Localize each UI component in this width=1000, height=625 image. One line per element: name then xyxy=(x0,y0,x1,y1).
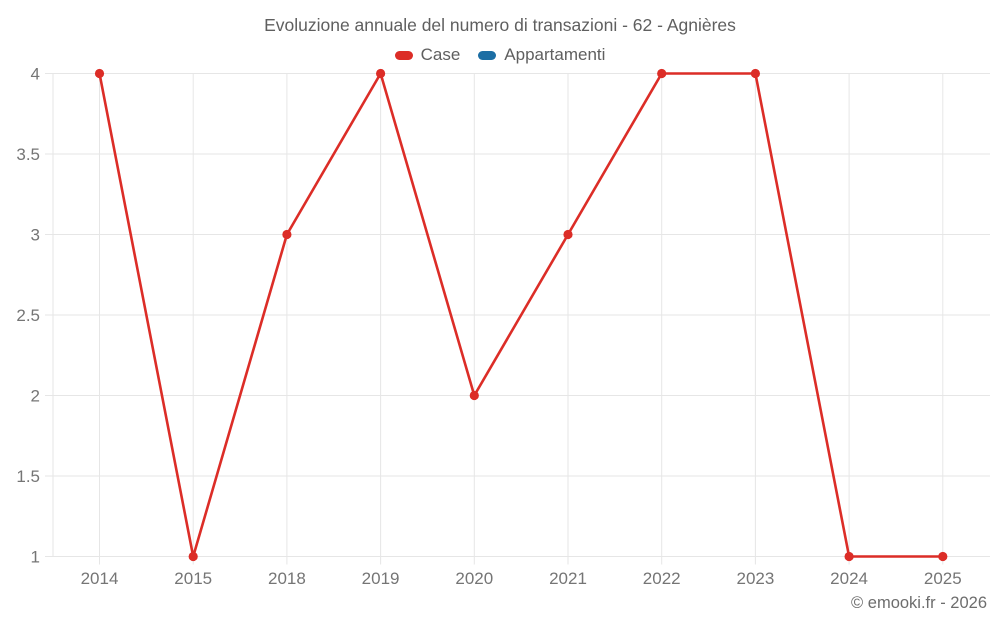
x-axis-tick-label: 2021 xyxy=(549,569,587,588)
chart-legend: Case Appartamenti xyxy=(0,45,1000,65)
y-axis-tick-label: 2.5 xyxy=(16,306,40,325)
x-axis-tick-label: 2025 xyxy=(924,569,962,588)
y-axis-tick-label: 1.5 xyxy=(16,467,40,486)
legend-item-case[interactable]: Case xyxy=(394,45,461,65)
x-axis-tick-label: 2022 xyxy=(643,569,681,588)
data-point-case-2014[interactable] xyxy=(94,68,105,79)
legend-label-case: Case xyxy=(420,45,461,64)
data-point-case-2022[interactable] xyxy=(657,68,667,79)
data-point-case-2019[interactable] xyxy=(376,68,386,79)
data-point-case-2018[interactable] xyxy=(282,229,292,240)
y-axis-tick-label: 3.5 xyxy=(16,145,40,164)
watermark-credit: © emooki.fr - 2026 xyxy=(851,594,987,612)
x-axis-tick-label: 2018 xyxy=(268,569,306,588)
x-axis-tick-label: 2015 xyxy=(174,569,212,588)
data-point-case-2015[interactable] xyxy=(188,551,198,562)
y-axis-tick-label: 1 xyxy=(31,548,40,567)
data-point-case-2025[interactable] xyxy=(938,551,948,562)
legend-item-appartamenti[interactable]: Appartamenti xyxy=(478,45,605,65)
data-point-case-2023[interactable] xyxy=(750,68,761,79)
chart-title: Evoluzione annuale del numero di transaz… xyxy=(264,15,736,35)
x-axis-tick-label: 2023 xyxy=(736,569,774,588)
y-axis-tick-label: 4 xyxy=(31,65,40,84)
x-axis-tick-label: 2024 xyxy=(830,569,868,588)
data-point-case-2024[interactable] xyxy=(844,551,854,562)
legend-label-appartamenti: Appartamenti xyxy=(504,45,606,64)
y-axis-tick-label: 3 xyxy=(31,226,40,245)
appartamenti-series-swatch-icon xyxy=(478,50,497,60)
x-axis-tick-label: 2019 xyxy=(362,569,400,588)
data-point-case-2021[interactable] xyxy=(563,229,573,240)
data-point-case-2020[interactable] xyxy=(469,390,479,401)
case-series-swatch-icon xyxy=(394,50,413,60)
x-axis-tick-label: 2020 xyxy=(455,569,493,588)
x-axis-tick-label: 2014 xyxy=(81,569,119,588)
series-line-case xyxy=(98,72,945,558)
y-axis-tick-label: 2 xyxy=(31,387,40,406)
